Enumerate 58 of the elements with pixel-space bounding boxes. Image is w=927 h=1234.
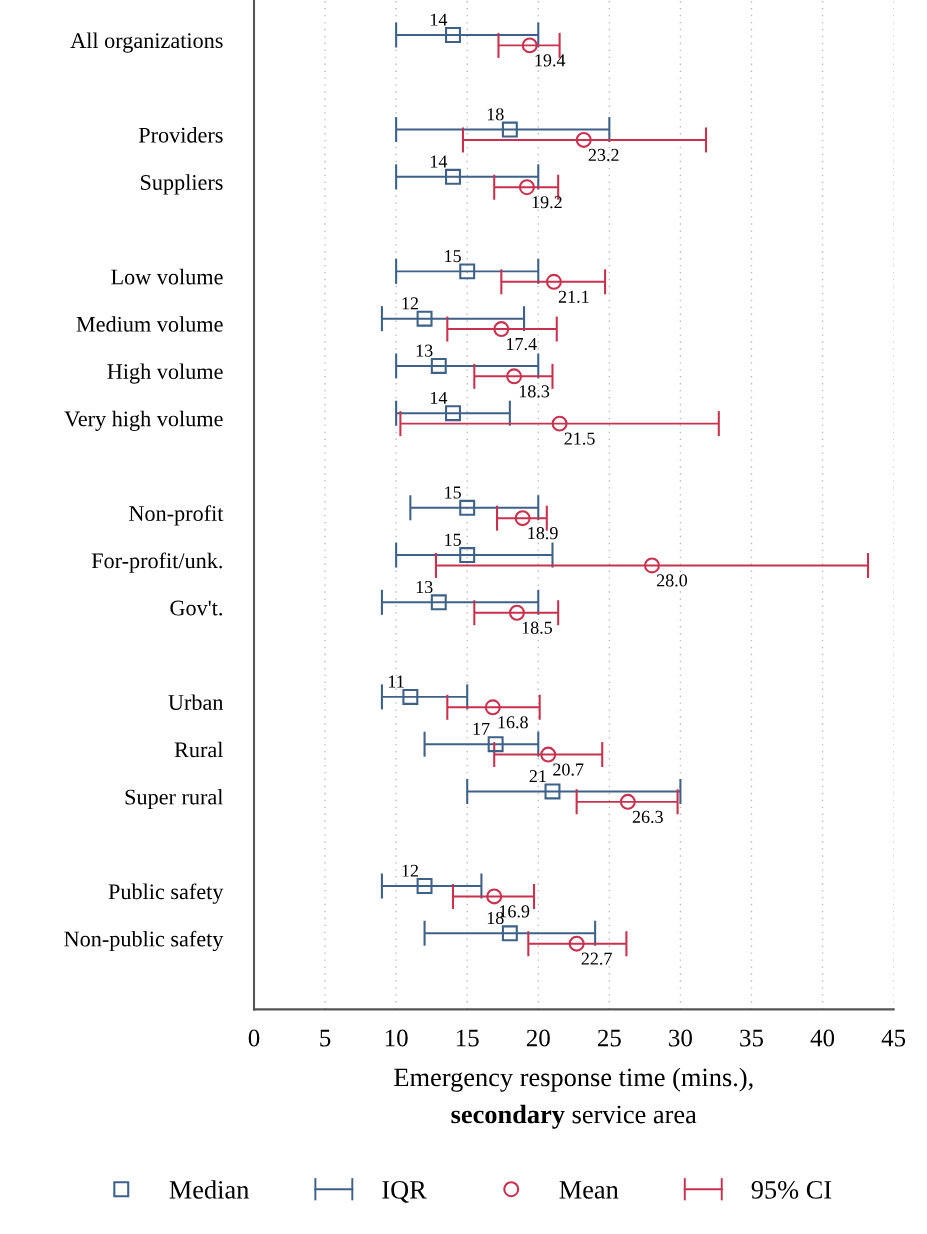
x-tick-label: 25: [597, 1029, 621, 1047]
data-label: 12: [402, 864, 419, 877]
x-axis-title: Emergency response time (mins.), secondary service area: [394, 1067, 753, 1129]
data-label: 13: [416, 344, 433, 357]
x-tick-label: 5: [320, 1029, 331, 1047]
data-label: 21: [529, 770, 546, 783]
data-label: 14: [430, 155, 448, 168]
data-label: 18.9: [528, 527, 558, 540]
data-label: 14: [430, 13, 448, 26]
data-label: 19.2: [532, 196, 562, 209]
data-label: 21.5: [564, 432, 595, 445]
x-tick-label: 10: [385, 1029, 408, 1047]
x-tick-label: 45: [881, 1029, 906, 1047]
data-label: 18.3: [519, 385, 550, 398]
y-tick-label: Suppliers: [140, 174, 223, 195]
y-tick-label: Non-profit: [129, 505, 224, 526]
y-tick-label: Rural: [174, 741, 223, 758]
data-label: 15: [445, 250, 461, 263]
y-tick-label: Non-public safety: [64, 930, 224, 952]
x-tick-label: 20: [526, 1029, 550, 1047]
data-label: 13: [416, 580, 433, 594]
x-tick-label: 0: [248, 1029, 260, 1047]
data-label: 28.0: [656, 574, 688, 587]
y-tick-label: Super rural: [125, 788, 223, 810]
data-label: 21.1: [558, 290, 589, 303]
data-label: 15: [445, 533, 461, 546]
data-label: 12: [402, 297, 419, 310]
legend-label: Median: [169, 1180, 249, 1199]
data-label: 26.3: [632, 810, 663, 823]
data-label: 11: [389, 675, 404, 688]
data-label: 23.2: [588, 148, 619, 162]
data-label: 18.5: [522, 621, 553, 634]
text: IQR: [382, 1180, 427, 1203]
y-tick-label: High volume: [107, 363, 223, 384]
data-label: 20.7: [553, 763, 584, 776]
y-tick-label: Providers: [138, 127, 223, 143]
y-tick-label: Medium volume: [76, 316, 223, 332]
x-tick-label: 40: [810, 1029, 835, 1047]
y-tick-label: Public safety: [108, 883, 224, 904]
data-label: 14: [430, 391, 448, 404]
data-label: 17.4: [507, 338, 537, 351]
y-tick-label: For-profit/unk.: [91, 552, 222, 573]
y-tick-label: Urban: [168, 694, 224, 711]
y-tick-label: Low volume: [111, 268, 223, 285]
data-label: 18: [487, 108, 504, 121]
y-tick-label: Very high volume: [64, 410, 223, 431]
x-tick-label: 30: [669, 1029, 692, 1047]
data-label: 17: [473, 722, 490, 735]
data-label: 22.7: [581, 952, 612, 965]
data-label: 16.8: [498, 716, 528, 729]
text: 95% CI: [751, 1180, 832, 1199]
x-tick-label: 15: [456, 1029, 479, 1047]
data-label: 19.4: [535, 54, 566, 67]
x-tick-label: 35: [740, 1029, 764, 1047]
legend-label: Mean: [559, 1181, 619, 1199]
y-tick-label: Gov't.: [170, 600, 222, 616]
y-tick-label: All organizations: [70, 32, 223, 53]
data-label: 15: [445, 486, 461, 499]
